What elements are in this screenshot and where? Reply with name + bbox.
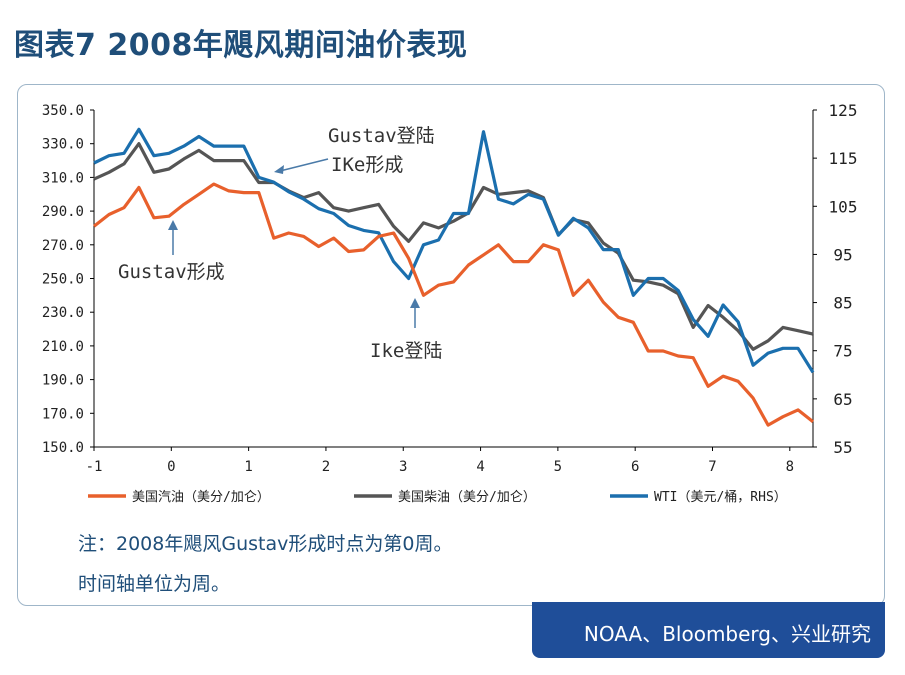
y-left-tick-label: 290.0 [42, 204, 84, 220]
arrow-head-icon [410, 298, 420, 308]
note-line-2: 时间轴单位为周。 [78, 573, 231, 595]
y-right-tick-label: 75 [833, 342, 852, 361]
x-tick-label: 6 [631, 459, 639, 475]
source-banner: NOAA、Bloomberg、兴业研究 [532, 602, 885, 658]
x-tick-label: 0 [167, 459, 175, 475]
chart-panel: 150.0 170.0 190.0 210.0 230.0 250.0 270.0 290.0… [17, 84, 885, 606]
y-left-tick-label: 230.0 [42, 305, 84, 321]
y-right-tick-label: 85 [833, 294, 852, 313]
series-line-wti [93, 127, 815, 374]
annotation-ike-landfall: Ike登陆 [370, 340, 442, 362]
legend-label: 美国柴油（美分/加仑） [398, 490, 536, 505]
line-chart: 150.0 170.0 190.0 210.0 230.0 250.0 270.0 290.0… [42, 101, 858, 505]
y-right-tick-label: 115 [829, 149, 858, 168]
x-tick-label: -1 [86, 459, 103, 475]
annotation-ike-formed: IKe形成 [331, 154, 403, 176]
y-left-tick-label: 350.0 [42, 103, 84, 119]
x-tick-label: 3 [399, 459, 407, 475]
x-tick-label: 7 [708, 459, 716, 475]
x-tick-label: 1 [244, 459, 252, 475]
y-right-tick-label: 65 [833, 390, 852, 409]
y-left-tick-label: 190.0 [42, 373, 84, 389]
annotation-gustav-landfall: Gustav登陆 [328, 125, 435, 147]
series-line-gasoline [93, 182, 814, 427]
y-left-tick-label: 210.0 [42, 339, 84, 355]
y-right-tick-label: 55 [833, 438, 852, 457]
source-text: NOAA、Bloomberg、兴业研究 [583, 622, 871, 646]
y-left-tick-label: 170.0 [42, 406, 84, 422]
legend-label: 美国汽油（美分/加仑） [132, 490, 270, 505]
y-left-tick-label: 150.0 [42, 440, 84, 456]
arrow-head-icon [168, 220, 178, 230]
legend-label: WTI（美元/桶，RHS） [654, 490, 787, 505]
y-left-tick-label: 330.0 [42, 137, 84, 153]
y-left-tick-label: 270.0 [42, 238, 84, 254]
y-left-tick-label: 250.0 [42, 272, 84, 288]
y-right-tick-label: 105 [829, 197, 858, 216]
y-right-tick-label: 95 [833, 245, 852, 264]
x-tick-label: 5 [554, 459, 562, 475]
y-left-tick-label: 310.0 [42, 170, 84, 186]
annotation-gustav-formed: Gustav形成 [118, 261, 225, 283]
page-title: 图表7 2008年飓风期间油价表现 [14, 28, 468, 63]
x-tick-label: 4 [476, 459, 484, 475]
y-right-tick-label: 125 [829, 101, 858, 120]
note-line-1: 注：2008年飓风Gustav形成时点为第0周。 [78, 533, 453, 555]
x-tick-label: 2 [322, 459, 330, 475]
x-tick-label: 8 [786, 459, 794, 475]
series-line-diesel [93, 142, 814, 351]
arrow-head-icon [274, 165, 284, 174]
annotation-arrow-ike-formed [279, 158, 329, 172]
